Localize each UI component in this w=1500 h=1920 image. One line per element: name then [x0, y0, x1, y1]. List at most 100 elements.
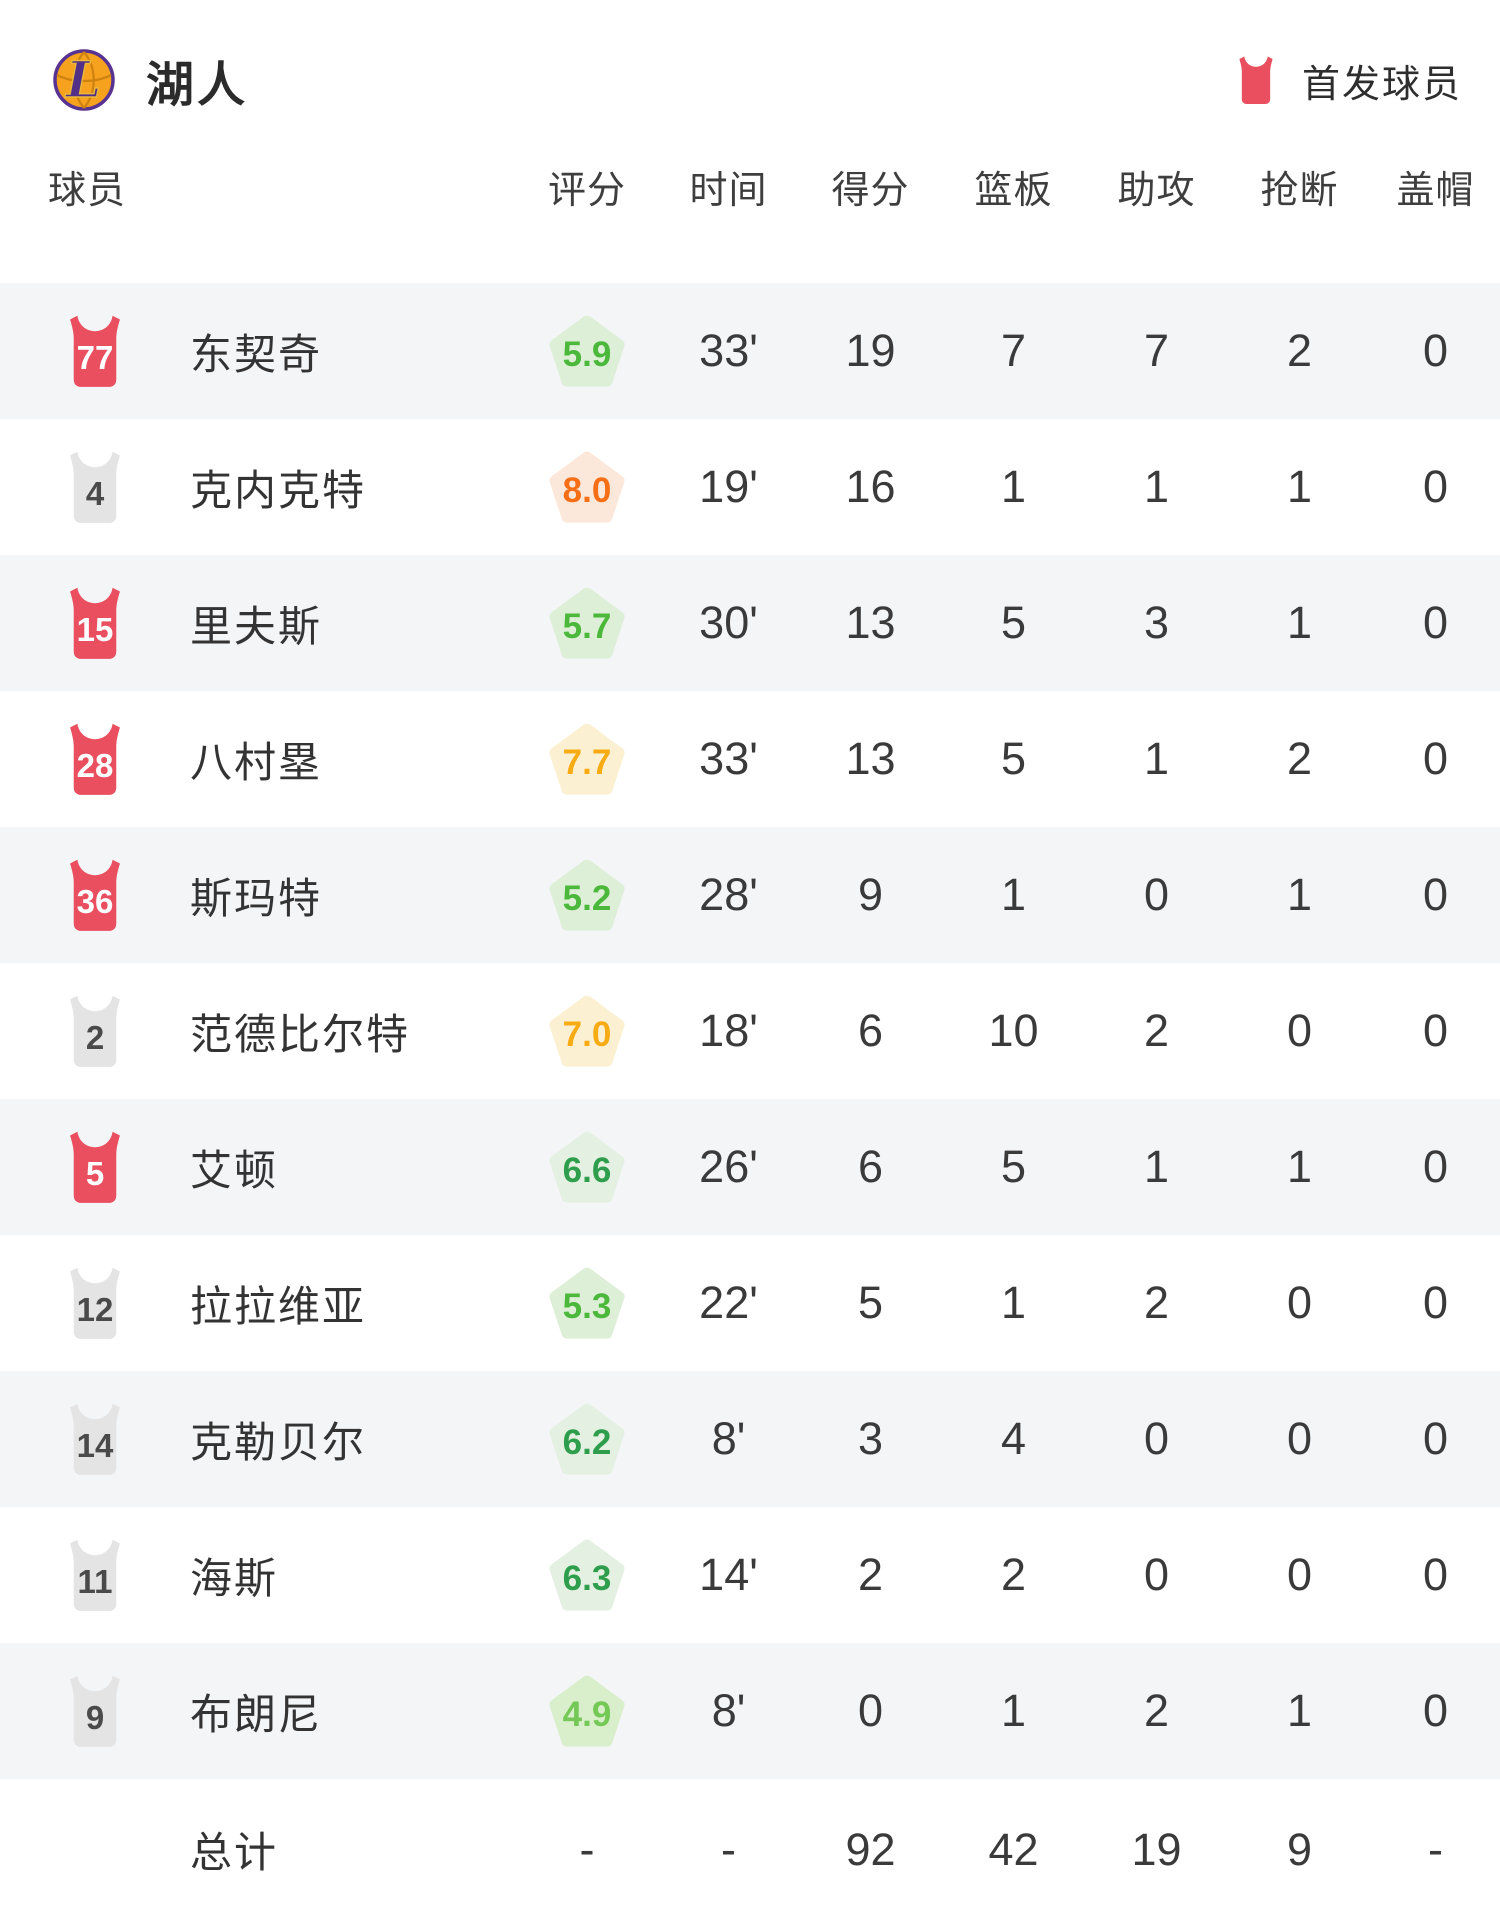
player-rows: 77 东契奇 5.9 33' 19 7 7 2 0 4	[0, 283, 1500, 1779]
rating-badge: 8.0	[547, 450, 627, 525]
jersey-number: 28	[76, 747, 114, 784]
jersey-icon: 14	[62, 1402, 128, 1476]
stat-assists: 2	[1143, 1685, 1170, 1736]
player-row[interactable]: 5 艾顿 6.6 26' 6 5 1 1 0	[0, 1099, 1500, 1235]
jersey-number: 5	[85, 1155, 105, 1192]
stat-blocks: 0	[1422, 1413, 1449, 1464]
team-header: L 湖人 首发球员	[0, 0, 1500, 130]
rating-badge: 6.3	[547, 1538, 627, 1613]
rating-badge: 5.3	[547, 1266, 627, 1341]
rating-cell: 6.6	[516, 1130, 658, 1205]
stat-time: 14'	[699, 1549, 758, 1600]
jersey-cell: 4	[0, 450, 190, 524]
rating-value: 5.3	[562, 1287, 612, 1326]
stat-rebounds: 1	[1000, 1277, 1027, 1328]
jersey-icon: 2	[62, 994, 128, 1068]
jersey-cell: 15	[0, 586, 190, 660]
jersey-number: 2	[85, 1019, 105, 1056]
stat-points: 9	[857, 869, 884, 920]
jersey-number: 9	[85, 1699, 105, 1736]
stat-steals: 1	[1286, 1141, 1313, 1192]
player-row[interactable]: 77 东契奇 5.9 33' 19 7 7 2 0	[0, 283, 1500, 419]
stat-rebounds: 5	[1000, 597, 1027, 648]
rating-cell: 5.2	[516, 858, 658, 933]
stat-rebounds: 1	[1000, 869, 1027, 920]
player-name: 拉拉维亚	[190, 1282, 367, 1330]
player-row[interactable]: 15 里夫斯 5.7 30' 13 5 3 1 0	[0, 555, 1500, 691]
player-row[interactable]: 14 克勒贝尔 6.2 8' 3 4 0 0 0	[0, 1371, 1500, 1507]
stat-steals: 0	[1286, 1005, 1313, 1056]
player-name: 斯玛特	[190, 874, 323, 922]
jersey-cell: 9	[0, 1674, 190, 1748]
stat-points: 19	[845, 325, 896, 376]
stat-assists: 0	[1143, 1413, 1170, 1464]
stat-blocks: 0	[1422, 1141, 1449, 1192]
column-header-points: 得分	[831, 170, 910, 212]
jersey-cell: 14	[0, 1402, 190, 1476]
column-header-blocks: 盖帽	[1396, 170, 1475, 212]
stat-assists: 0	[1143, 1549, 1170, 1600]
stat-rebounds: 7	[1000, 325, 1027, 376]
stat-steals: 0	[1286, 1277, 1313, 1328]
stat-assists: 1	[1143, 733, 1170, 784]
stat-rebounds: 2	[1000, 1549, 1027, 1600]
jersey-icon: 15	[62, 586, 128, 660]
player-row[interactable]: 9 布朗尼 4.9 8' 0 1 2 1 0	[0, 1643, 1500, 1779]
jersey-cell: 5	[0, 1130, 190, 1204]
total-rating: -	[579, 1823, 595, 1875]
stat-blocks: 0	[1422, 1549, 1449, 1600]
jersey-cell: 36	[0, 858, 190, 932]
rating-badge: 7.7	[547, 722, 627, 797]
rating-badge: 7.0	[547, 994, 627, 1069]
jersey-number: 11	[77, 1563, 113, 1600]
player-name: 八村塁	[190, 738, 323, 786]
stat-points: 16	[845, 461, 896, 512]
total-assists: 19	[1131, 1823, 1182, 1875]
stat-steals: 0	[1286, 1413, 1313, 1464]
player-name: 范德比尔特	[190, 1010, 411, 1058]
jersey-number: 36	[76, 883, 114, 920]
rating-value: 4.9	[562, 1695, 612, 1734]
stat-blocks: 0	[1422, 1005, 1449, 1056]
stat-time: 19'	[699, 461, 758, 512]
rating-value: 5.9	[562, 335, 612, 374]
player-row[interactable]: 36 斯玛特 5.2 28' 9 1 0 1 0	[0, 827, 1500, 963]
player-name: 克勒贝尔	[190, 1418, 367, 1466]
stat-points: 6	[857, 1141, 884, 1192]
player-row[interactable]: 12 拉拉维亚 5.3 22' 5 1 2 0 0	[0, 1235, 1500, 1371]
stat-time: 33'	[699, 325, 758, 376]
stat-assists: 3	[1143, 597, 1170, 648]
total-label: 总计	[190, 1829, 279, 1876]
total-row: 总计 - - 92 42 19 9 -	[0, 1779, 1500, 1920]
stat-rebounds: 5	[1000, 733, 1027, 784]
rating-cell: 7.7	[516, 722, 658, 797]
stat-rebounds: 4	[1000, 1413, 1027, 1464]
rating-cell: 5.3	[516, 1266, 658, 1341]
stat-points: 3	[857, 1413, 884, 1464]
player-name: 克内克特	[190, 466, 367, 514]
stat-assists: 2	[1143, 1277, 1170, 1328]
jersey-cell: 77	[0, 314, 190, 388]
jersey-icon: 11	[62, 1538, 128, 1612]
team-name: 湖人	[146, 59, 249, 112]
total-blocks: -	[1428, 1823, 1443, 1875]
stat-assists: 0	[1143, 869, 1170, 920]
jersey-icon: 36	[62, 858, 128, 932]
svg-text:L: L	[64, 50, 101, 109]
player-name: 艾顿	[190, 1146, 279, 1194]
player-row[interactable]: 11 海斯 6.3 14' 2 2 0 0 0	[0, 1507, 1500, 1643]
stat-steals: 1	[1286, 597, 1313, 648]
column-header-player: 球员	[48, 170, 127, 212]
player-row[interactable]: 2 范德比尔特 7.0 18' 6 10 2 0 0	[0, 963, 1500, 1099]
stat-blocks: 0	[1422, 1685, 1449, 1736]
jersey-cell: 2	[0, 994, 190, 1068]
column-header-rating: 评分	[547, 170, 626, 212]
column-header-rebounds: 篮板	[974, 170, 1053, 212]
player-row[interactable]: 4 克内克特 8.0 19' 16 1 1 1 0	[0, 419, 1500, 555]
stat-steals: 0	[1286, 1549, 1313, 1600]
column-header-steals: 抢断	[1260, 170, 1339, 212]
jersey-number: 4	[85, 475, 105, 512]
player-row[interactable]: 28 八村塁 7.7 33' 13 5 1 2 0	[0, 691, 1500, 827]
rating-badge: 5.2	[547, 858, 627, 933]
starter-legend-label: 首发球员	[1301, 63, 1462, 106]
